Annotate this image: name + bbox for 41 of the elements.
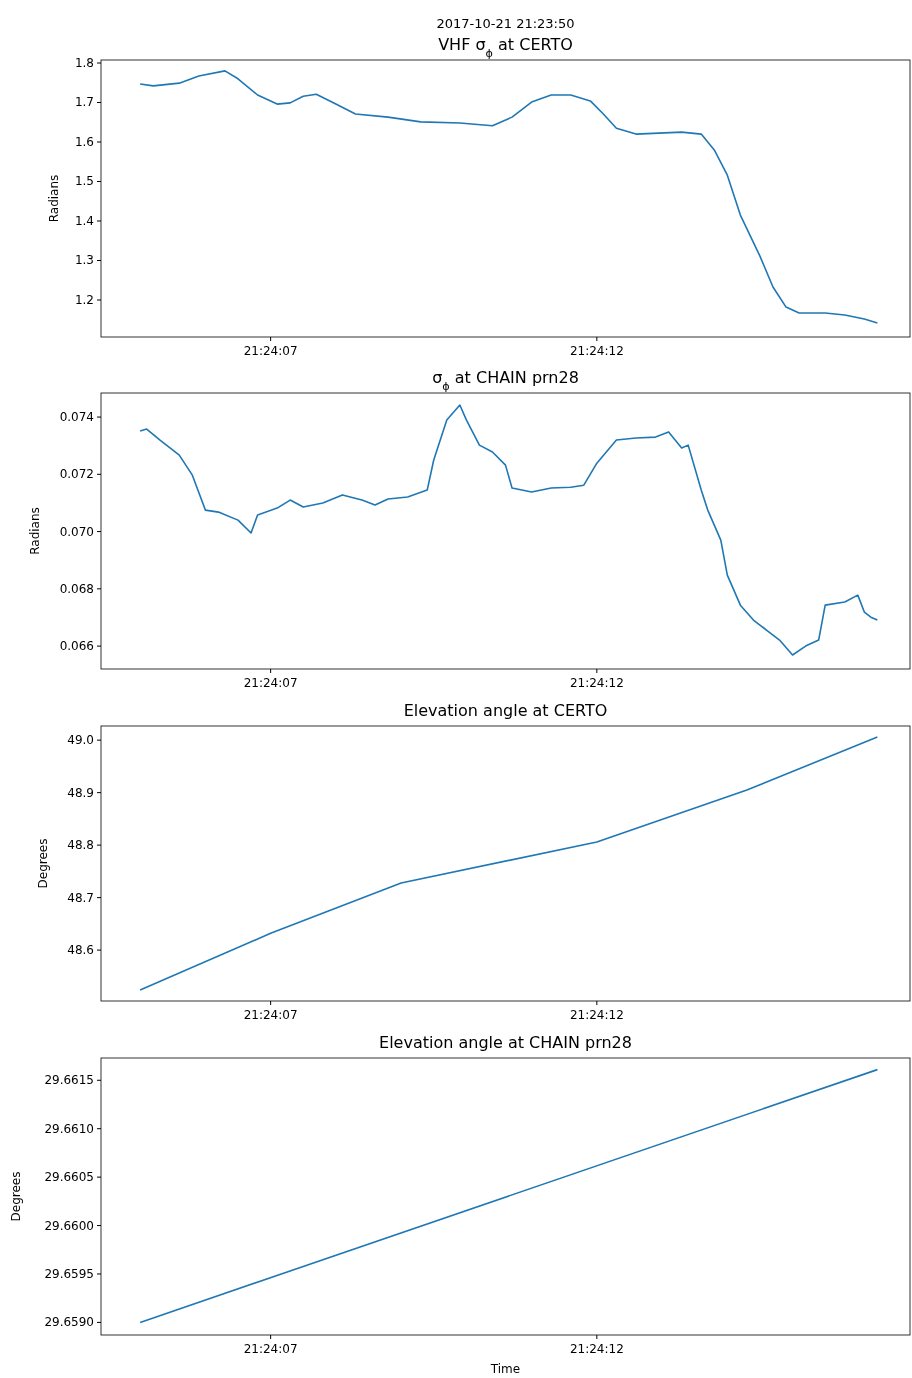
y-tick-label: 1.2 <box>74 292 94 307</box>
chart-title: σ$_{ϕ}$ at CHAIN prn28 <box>432 368 579 393</box>
x-tick-label: 21:24:12 <box>569 1008 624 1022</box>
x-tick-label: 21:24:12 <box>569 344 624 358</box>
y-tick-label: 1.8 <box>74 56 94 70</box>
y-axis-title: Degrees <box>36 838 50 889</box>
y-tick-label: 29.6605 <box>44 1170 94 1185</box>
chart-title: Elevation angle at CERTO <box>403 701 608 720</box>
x-tick-label: 21:24:07 <box>243 676 298 690</box>
y-tick-label: 0.072 <box>59 467 94 482</box>
x-tick-label: 21:24:12 <box>569 1342 624 1356</box>
y-tick-label: 1.7 <box>74 95 94 110</box>
y-tick-label: 1.3 <box>74 253 94 268</box>
y-tick-label: 29.6610 <box>44 1121 94 1136</box>
y-tick-label: 29.6590 <box>44 1315 94 1330</box>
x-tick-label: 21:24:12 <box>569 676 624 690</box>
y-axis-title: Radians <box>47 174 61 223</box>
text: 2017-10-21 21:23:50 <box>436 16 575 31</box>
y-axis-title: Radians <box>28 507 42 555</box>
y-tick-label: 48.8 <box>67 838 94 853</box>
y-tick-label: 29.6600 <box>44 1218 94 1233</box>
y-axis-title: Degrees <box>9 1171 23 1222</box>
chart-title: Elevation angle at CHAIN prn28 <box>379 1033 632 1052</box>
y-tick-label: 29.6595 <box>44 1266 94 1281</box>
y-tick-label: 0.070 <box>59 524 94 539</box>
y-tick-label: 49.0 <box>67 733 94 748</box>
x-tick-label: 21:24:07 <box>243 1008 298 1022</box>
y-tick-label: 0.074 <box>59 410 94 425</box>
y-tick-label: 48.7 <box>67 890 94 905</box>
y-tick-label: 1.6 <box>74 135 94 149</box>
x-tick-label: 21:24:07 <box>243 1342 298 1356</box>
x-axis-title: Time <box>489 1362 521 1376</box>
x-tick-label: 21:24:07 <box>243 344 298 358</box>
y-tick-label: 0.066 <box>59 639 94 654</box>
y-tick-label: 29.6615 <box>44 1073 94 1088</box>
y-tick-label: 1.4 <box>74 213 94 228</box>
y-tick-label: 0.068 <box>59 581 94 596</box>
chart-title: VHF σ$_{ϕ}$ at CERTO <box>438 35 573 60</box>
y-tick-label: 48.6 <box>67 943 94 958</box>
y-tick-label: 1.5 <box>74 174 94 189</box>
y-tick-label: 48.9 <box>67 785 94 800</box>
